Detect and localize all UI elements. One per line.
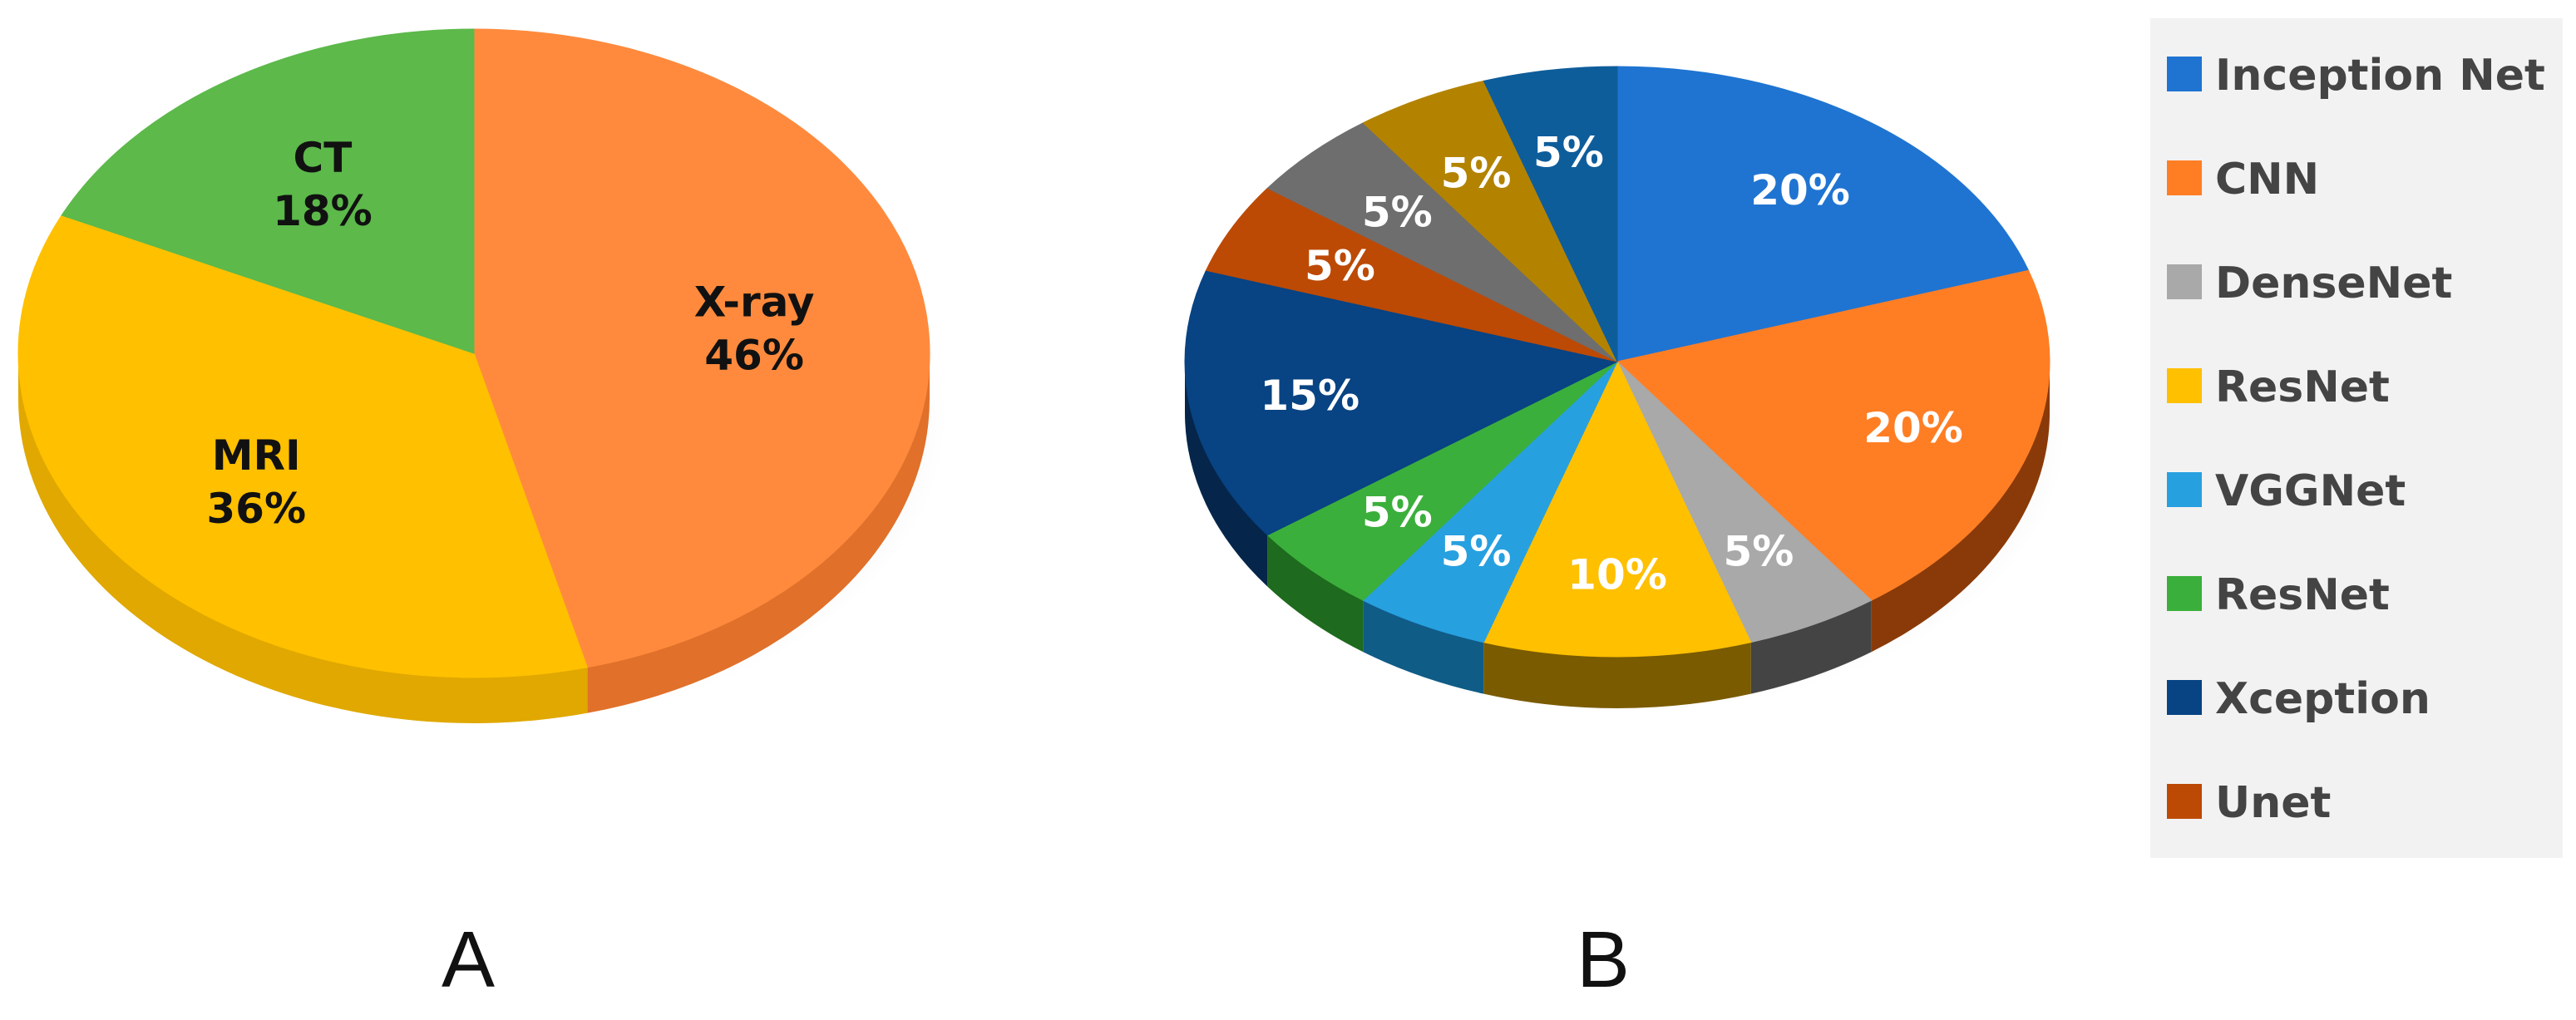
pie-a-slice-2: [61, 28, 475, 354]
pie-chart-b: 20%20%5%10%5%5%15%5%5%5% 5%: [1184, 66, 2067, 712]
pie-a-slices: [17, 28, 930, 678]
legend-swatch-7: [2167, 784, 2202, 819]
pie-b-slice-value-3: 10%: [1567, 551, 1667, 599]
pie-b-slice-7: [1205, 187, 1618, 362]
legend-swatch-2: [2167, 264, 2202, 299]
legend-b: Inception Net CNN DenseNet ResNet VGGNet ResN…: [2150, 18, 2563, 858]
legend-swatch-1: [2167, 160, 2202, 195]
pie-b-slice-9: [1362, 80, 1618, 362]
pie-b-slice-value-0: 20%: [1750, 166, 1850, 214]
pie-b-slice-2: [1616, 361, 1873, 643]
legend-swatch-3: [2167, 368, 2202, 403]
legend-label-5: ResNet: [2215, 570, 2390, 620]
pie-b-slice-3: [1483, 360, 1752, 658]
pie-b-slice-value-6: 15%: [1260, 372, 1360, 420]
pie-b-side-walls: [1185, 362, 2050, 708]
pie-a-slice-value-2: 18%: [273, 187, 373, 235]
pie-b-slice-4: [1362, 361, 1618, 643]
pie-b-slice-side-4: [1363, 600, 1484, 694]
pie-b-slice-value-8: 5%: [1362, 188, 1433, 236]
pie-a-labels: X-ray 46% MRI 36% CT 18%: [206, 134, 814, 533]
legend-label-7: Unet: [2215, 778, 2331, 828]
pie-a-slice-side-1: [18, 353, 588, 723]
pie-a-slice-1: [17, 214, 588, 678]
pie-b-slice-side-3: [1483, 642, 1751, 708]
panel-label-b: B: [1577, 915, 1630, 1004]
pie-b-slice-0: [1616, 66, 2030, 362]
pie-a-slice-value-0: 46%: [704, 332, 804, 380]
pie-a-slice-value-1: 36%: [206, 485, 306, 533]
pie-a-slice-category-0: X-ray: [694, 278, 815, 327]
legend-swatch-4: [2167, 472, 2202, 507]
pie-b-slice-value-7: 5%: [1305, 242, 1375, 290]
pie-b-slice-5: [1266, 361, 1618, 601]
pie-b-slice-1: [1616, 269, 2050, 601]
pie-b-slice-value-5: 5%: [1362, 489, 1433, 537]
legend-swatch-5: [2167, 576, 2202, 611]
pie-b-slice-value-1: 20%: [1863, 404, 1963, 452]
pie-b-slice-side-1: [1871, 362, 2050, 653]
legend-label-3: ResNet: [2215, 362, 2390, 412]
legend-label-1: CNN: [2215, 155, 2319, 204]
pie-b-slice-side-5: [1267, 535, 1364, 653]
legend-label-2: DenseNet: [2215, 259, 2452, 308]
pie-a-slice-side-0: [587, 353, 930, 713]
pie-b-slice-8: [1266, 122, 1618, 362]
legend-swatch-0: [2167, 57, 2202, 91]
legend-label-4: VGGNet: [2215, 466, 2406, 516]
pie-chart-a: X-ray 46% MRI 36% CT 18%: [17, 28, 947, 726]
pie-b-labels: 20%20%5%10%5%5%15%5%5%5% 5%: [1260, 129, 1963, 599]
legend-label-0: Inception Net: [2215, 51, 2545, 101]
pie-a-slice-category-1: MRI: [212, 431, 301, 480]
pie-a-slice-category-2: CT: [294, 134, 353, 182]
pie-a-side-walls: [18, 353, 930, 723]
pie-b-slice-value-2: 5%: [1724, 528, 1794, 576]
legend-background: [2150, 18, 2563, 858]
pie-b-slice-value-9: 5%: [1441, 149, 1512, 197]
pie-b-slice-value-4: 5%: [1441, 528, 1512, 576]
pie-b-slices: [1184, 66, 2050, 658]
legend-label-6: Xception: [2215, 674, 2430, 724]
pie-a-slice-0: [473, 28, 930, 668]
pie-b-slice-10: [1483, 66, 1618, 362]
legend-swatch-6: [2167, 680, 2202, 715]
pie-b-slice-side-2: [1750, 600, 1872, 694]
pie-b-slice-value-10: 5%: [1533, 129, 1604, 177]
pie-b-slice-side-6: [1185, 362, 1268, 587]
pie-b-slice-6: [1184, 269, 1619, 536]
panel-label-a: A: [442, 915, 495, 1004]
